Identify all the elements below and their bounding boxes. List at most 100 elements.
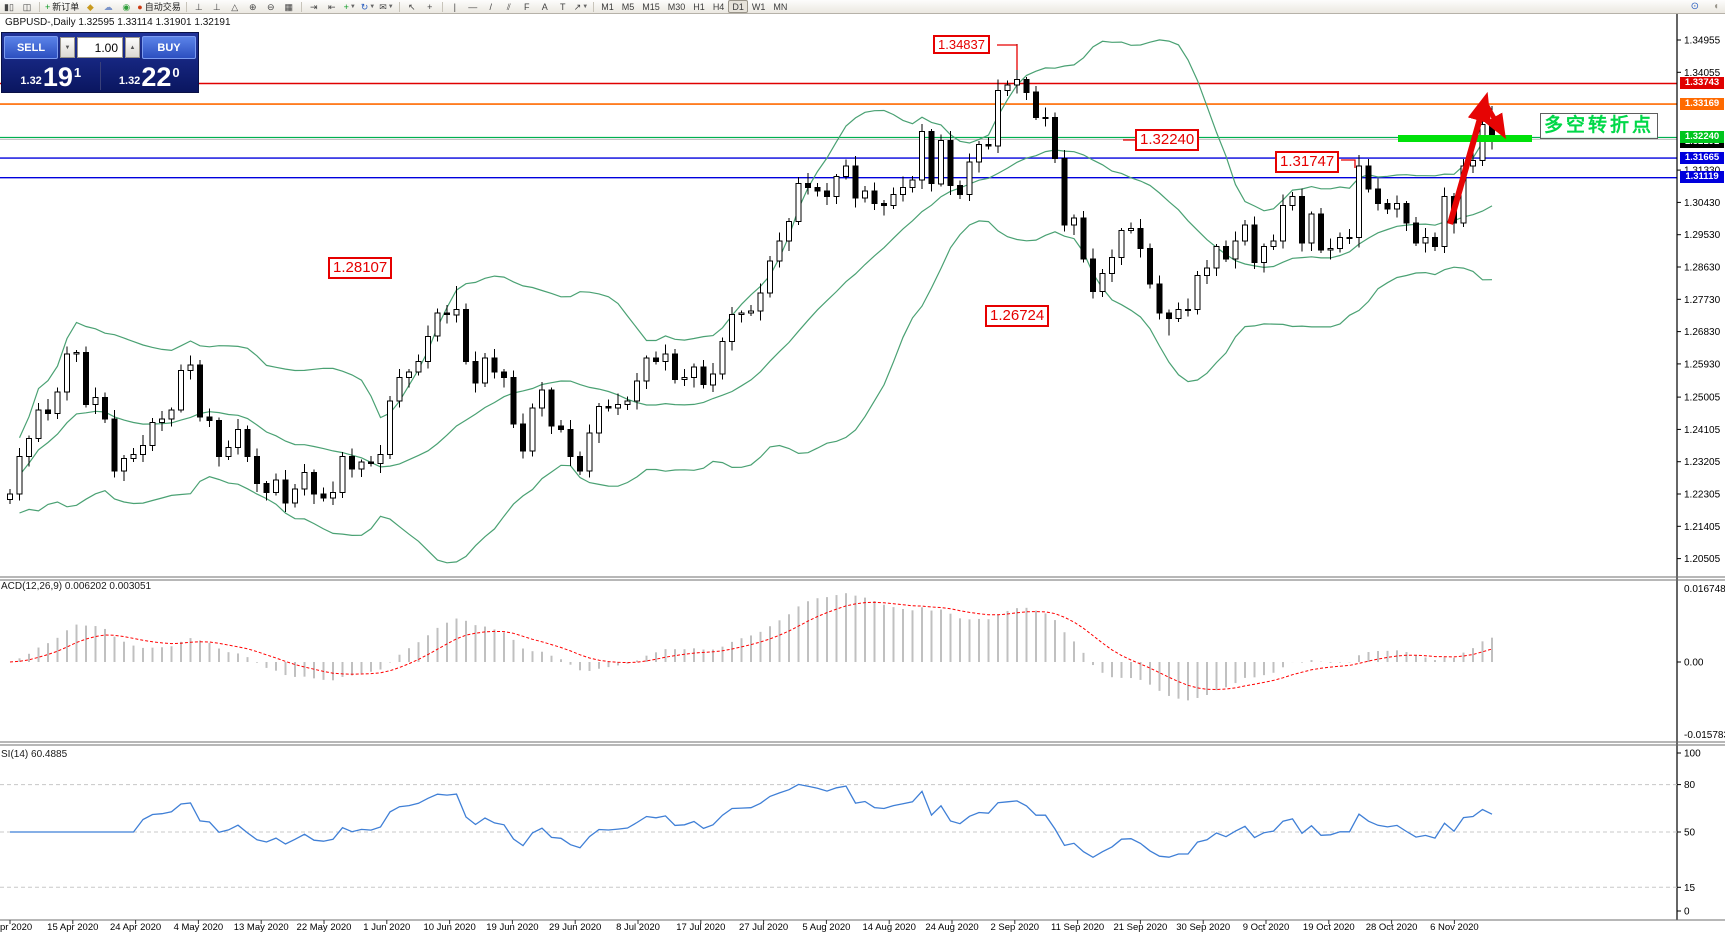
one-click-trade-panel: SELL ▼ 1.00 ▲ BUY 1.32 19 1 1.32 22 0 bbox=[1, 32, 199, 93]
svg-text:1.24105: 1.24105 bbox=[1684, 425, 1721, 436]
chart-title: GBPUSD-,Daily 1.32595 1.33114 1.31901 1.… bbox=[5, 17, 231, 28]
signal-icon: ◉ bbox=[122, 1, 131, 12]
svg-text:28 Oct 2020: 28 Oct 2020 bbox=[1366, 922, 1418, 933]
svg-text:15: 15 bbox=[1684, 883, 1696, 894]
timeframe-h1-button[interactable]: H1 bbox=[693, 1, 705, 12]
new-chart-icon: + bbox=[343, 1, 349, 12]
timeframe-m1-button[interactable]: M1 bbox=[601, 1, 614, 12]
vertical-line-button[interactable]: | bbox=[446, 1, 464, 13]
profiles-button[interactable]: ↻ ▼ bbox=[359, 1, 378, 13]
buy-price-pips: 22 bbox=[141, 62, 172, 92]
fibonacci-button[interactable]: F bbox=[518, 1, 536, 13]
svg-text:1.29530: 1.29530 bbox=[1684, 230, 1721, 241]
sell-price[interactable]: 1.32 19 1 bbox=[2, 60, 100, 92]
svg-text:19 Oct 2020: 19 Oct 2020 bbox=[1303, 922, 1355, 933]
trendline-button[interactable]: / bbox=[482, 1, 500, 13]
arrows-button[interactable]: ↗ ▼ bbox=[572, 1, 591, 13]
buy-button[interactable]: BUY bbox=[142, 36, 196, 59]
new-order-icon: + bbox=[45, 1, 51, 12]
templates-button[interactable]: ✉ ▼ bbox=[377, 1, 396, 13]
turning-point-label[interactable]: 多空转折点 bbox=[1540, 113, 1659, 139]
signal-button[interactable]: ◉ bbox=[117, 1, 135, 13]
text-icon: A bbox=[541, 1, 548, 12]
svg-text:pr 2020: pr 2020 bbox=[0, 922, 32, 933]
indicators-button[interactable]: ⊥ bbox=[190, 1, 208, 13]
zoom-in-button[interactable]: ⊕ bbox=[244, 1, 262, 13]
text-label-button[interactable]: T bbox=[554, 1, 572, 13]
dropdown-arrow-icon[interactable]: ▼ bbox=[387, 3, 394, 10]
svg-text:1.22305: 1.22305 bbox=[1684, 490, 1721, 501]
zoom-in-icon: ⊕ bbox=[248, 1, 257, 12]
sell-price-point: 1 bbox=[73, 65, 82, 80]
dropdown-arrow-icon[interactable]: ▼ bbox=[582, 3, 589, 10]
market-watch-button[interactable]: ◆ bbox=[81, 1, 99, 13]
price-level-tag: 1.33743 bbox=[1680, 76, 1724, 89]
svg-text:9 Oct 2020: 9 Oct 2020 bbox=[1243, 922, 1289, 933]
auto-scroll-icon: ⇤ bbox=[327, 1, 336, 12]
quick-search-icon[interactable]: ⊙ bbox=[1690, 1, 1699, 12]
horizontal-line-button[interactable]: — bbox=[464, 1, 482, 13]
trendline-icon: / bbox=[489, 1, 492, 12]
zoom-out-button[interactable]: ⊖ bbox=[262, 1, 280, 13]
buy-price-whole: 1.32 bbox=[118, 75, 141, 87]
cursor-button[interactable]: ↖ bbox=[403, 1, 421, 13]
dropdown-arrow-icon[interactable]: ▼ bbox=[369, 3, 376, 10]
new-order-button[interactable]: + 新订单 bbox=[43, 1, 81, 13]
svg-text:17 Jul 2020: 17 Jul 2020 bbox=[676, 922, 725, 933]
svg-text:14 Aug 2020: 14 Aug 2020 bbox=[863, 922, 916, 933]
price-annotation[interactable]: 1.28107 bbox=[328, 257, 393, 279]
svg-text:22 May 2020: 22 May 2020 bbox=[297, 922, 352, 933]
chat-icon[interactable]: ◖ bbox=[1712, 1, 1719, 12]
timeframe-w1-button[interactable]: W1 bbox=[751, 1, 766, 12]
toolbar-separator bbox=[398, 1, 400, 12]
autotrading-button[interactable]: ● 自动交易 bbox=[135, 1, 182, 13]
new-chart-button[interactable]: + ▼ bbox=[341, 1, 359, 13]
dropdown-arrow-icon[interactable]: ▼ bbox=[349, 3, 356, 10]
zoom-out-icon: ⊖ bbox=[266, 1, 275, 12]
volume-input[interactable]: 1.00 bbox=[77, 37, 123, 58]
timeframe-m15-button[interactable]: M15 bbox=[642, 1, 660, 12]
svg-text:6 Nov 2020: 6 Nov 2020 bbox=[1430, 922, 1479, 933]
volume-decrease-button[interactable]: ▼ bbox=[60, 37, 75, 58]
volume-increase-button[interactable]: ▲ bbox=[125, 37, 140, 58]
crosshair-button[interactable]: + bbox=[421, 1, 439, 13]
text-button[interactable]: A bbox=[536, 1, 554, 13]
fibonacci-icon: F bbox=[523, 1, 530, 12]
price-annotation[interactable]: 1.26724 bbox=[985, 305, 1050, 327]
buy-price-point: 0 bbox=[172, 65, 180, 80]
objects-list-button[interactable]: △ bbox=[226, 1, 244, 13]
timeframe-d1-button[interactable]: D1 bbox=[728, 0, 748, 13]
tile-windows-button[interactable]: ▦ bbox=[280, 1, 298, 13]
auto-scroll-button[interactable]: ⇤ bbox=[323, 1, 341, 13]
sell-button[interactable]: SELL bbox=[4, 36, 58, 59]
rsi-label: SI(14) 60.4885 bbox=[1, 749, 68, 760]
buy-price[interactable]: 1.32 22 0 bbox=[101, 60, 199, 92]
data-window-button[interactable]: ☁ bbox=[99, 1, 117, 13]
indicator-list-button[interactable]: ⊥ bbox=[208, 1, 226, 13]
chart-bars-button[interactable]: ▮▯ bbox=[0, 1, 18, 13]
pullback-arrow bbox=[1484, 104, 1506, 140]
svg-text:30 Sep 2020: 30 Sep 2020 bbox=[1176, 922, 1230, 933]
tile-windows-icon: ▦ bbox=[284, 1, 293, 12]
price-annotation[interactable]: 1.31747 bbox=[1275, 151, 1340, 173]
timeframe-h4-button[interactable]: H4 bbox=[712, 1, 725, 12]
timeframe-mn-button[interactable]: MN bbox=[773, 1, 788, 12]
chart-zoom-button[interactable]: ◫ bbox=[18, 1, 36, 13]
price-annotation[interactable]: 1.34837 bbox=[933, 35, 990, 54]
objects-list-icon: △ bbox=[231, 1, 239, 12]
chart-bars-icon: ▮▯ bbox=[4, 1, 14, 12]
macd-label: ACD(12,26,9) 0.006202 0.003051 bbox=[1, 581, 152, 592]
macd-pane: 0.016748 0.00 -0.015783 bbox=[9, 584, 1725, 741]
svg-text:13 May 2020: 13 May 2020 bbox=[234, 922, 289, 933]
svg-text:1.26830: 1.26830 bbox=[1684, 327, 1721, 338]
price-annotation[interactable]: 1.32240 bbox=[1135, 129, 1200, 151]
autotrading-label: 自动交易 bbox=[144, 2, 181, 12]
svg-text:27 Jul 2020: 27 Jul 2020 bbox=[739, 922, 788, 933]
timeframe-m5-button[interactable]: M5 bbox=[621, 1, 635, 12]
chart-shift-button[interactable]: ⇥ bbox=[305, 1, 323, 13]
svg-text:10 Jun 2020: 10 Jun 2020 bbox=[423, 922, 475, 933]
svg-text:100: 100 bbox=[1684, 749, 1701, 760]
equidistant-channel-button[interactable]: ⫽ bbox=[500, 1, 518, 13]
timeframe-m30-button[interactable]: M30 bbox=[667, 1, 686, 12]
